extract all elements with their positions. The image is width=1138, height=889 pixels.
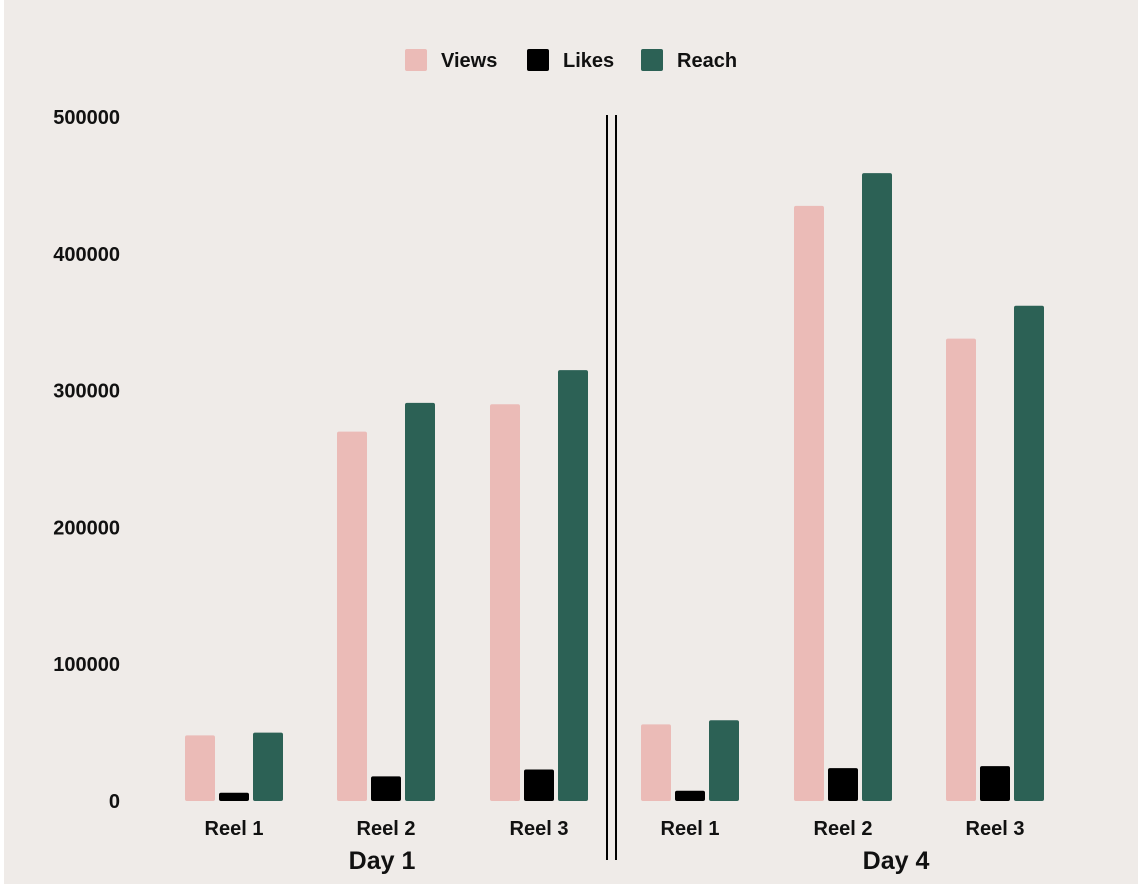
bar-views (946, 338, 976, 801)
bar-reach (862, 173, 892, 801)
x-tick-label: Reel 1 (205, 818, 264, 840)
bars (185, 173, 1044, 802)
bar-likes (371, 776, 401, 801)
bar-likes (219, 792, 249, 801)
group-label: Day 1 (349, 847, 416, 875)
bar-reach (558, 370, 588, 801)
y-axis-ticks: 0 100000 200000 300000 400000 500000 (53, 107, 120, 813)
legend-label-views: Views (441, 50, 497, 72)
group-label: Day 4 (863, 847, 930, 875)
y-tick-label: 500000 (53, 107, 120, 129)
bar-views (641, 724, 671, 801)
x-tick-label: Reel 3 (510, 818, 569, 840)
bar-views (185, 735, 215, 801)
legend: Views Likes Reach (405, 49, 737, 72)
bar-likes (980, 766, 1010, 801)
y-tick-label: 400000 (53, 244, 120, 266)
bar-likes (524, 769, 554, 801)
legend-label-reach: Reach (677, 50, 737, 72)
bar-reach (253, 732, 283, 801)
bar-likes (675, 790, 705, 801)
day-divider (606, 115, 617, 860)
legend-swatch-views (405, 49, 427, 71)
bar-reach (709, 720, 739, 801)
y-tick-label: 100000 (53, 654, 120, 676)
bar-views (794, 205, 824, 802)
bar-reach (1014, 305, 1044, 801)
bar-likes (828, 768, 858, 801)
x-tick-label: Reel 2 (357, 818, 416, 840)
x-tick-label: Reel 1 (661, 818, 720, 840)
y-tick-label: 0 (109, 791, 120, 813)
x-tick-label: Reel 2 (814, 818, 873, 840)
bar-reach (405, 402, 435, 801)
y-tick-label: 300000 (53, 381, 120, 403)
x-axis-labels: Reel 1 Reel 2 Reel 3 Day 1 Reel 1 Reel 2 Reel … (205, 818, 1025, 875)
y-tick-label: 200000 (53, 517, 120, 539)
bar-views (337, 431, 367, 801)
legend-swatch-likes (527, 49, 549, 71)
x-tick-label: Reel 3 (966, 818, 1025, 840)
legend-label-likes: Likes (563, 50, 614, 72)
bar-views (490, 404, 520, 801)
legend-swatch-reach (641, 49, 663, 71)
